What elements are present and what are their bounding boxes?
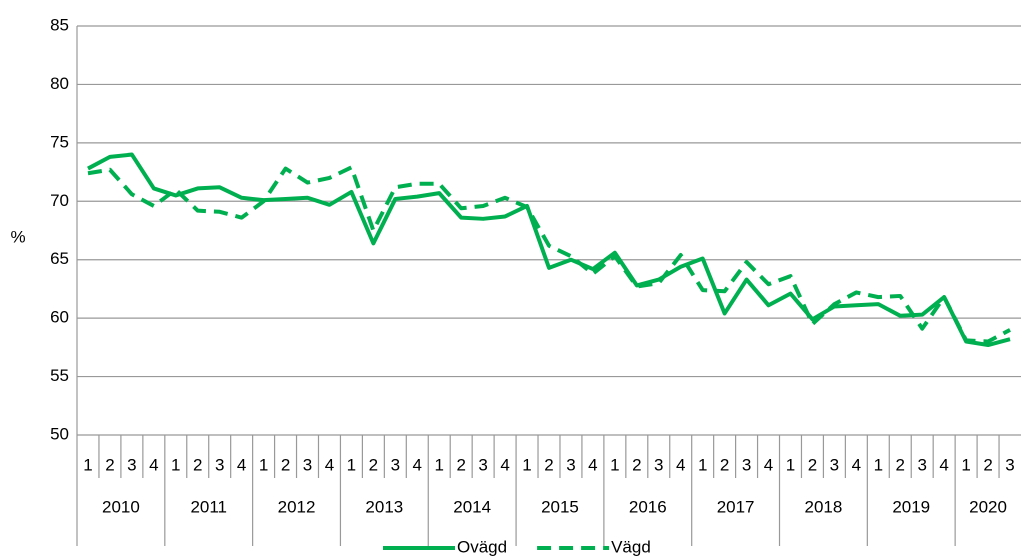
x-tick-label: 3 [303, 455, 312, 474]
series-line [87, 152, 1011, 348]
x-tick-label: 3 [566, 455, 575, 474]
x-tick-label: 2 [369, 455, 378, 474]
x-tick-label: 2 [896, 455, 905, 474]
x-tick-label: 4 [939, 455, 948, 474]
x-tick-label: 1 [83, 455, 92, 474]
x-tick-label: 4 [325, 455, 334, 474]
x-tick-label: 3 [742, 455, 751, 474]
y-tick-label: 70 [50, 191, 69, 210]
year-label: 2019 [892, 497, 930, 516]
legend-label: Ovägd [457, 537, 507, 556]
x-tick-label: 1 [610, 455, 619, 474]
year-label: 2016 [629, 497, 667, 516]
x-tick-label: 2 [632, 455, 641, 474]
x-tick-label: 2 [281, 455, 290, 474]
x-tick-label: 4 [413, 455, 422, 474]
y-tick-label: 75 [50, 132, 69, 151]
x-tick-label: 4 [237, 455, 246, 474]
y-tick-label: 50 [50, 424, 69, 443]
year-label: 2011 [190, 497, 227, 516]
x-tick-label: 1 [961, 455, 970, 474]
year-label: 2015 [541, 497, 579, 516]
year-label: 2010 [102, 497, 140, 516]
x-tick-label: 4 [764, 455, 773, 474]
year-label: 2018 [805, 497, 843, 516]
x-tick-label: 3 [1005, 455, 1014, 474]
y-tick-label: 60 [50, 308, 69, 327]
year-label: 2013 [365, 497, 403, 516]
x-tick-label: 4 [500, 455, 509, 474]
x-tick-label: 2 [983, 455, 992, 474]
y-tick-label: 80 [50, 74, 69, 93]
y-axis-label: % [10, 227, 25, 246]
year-label: 2014 [453, 497, 491, 516]
series-line [87, 165, 1011, 344]
x-tick-label: 3 [215, 455, 224, 474]
x-tick-label: 1 [434, 455, 443, 474]
x-tick-label: 1 [522, 455, 531, 474]
year-label: 2012 [278, 497, 316, 516]
x-tick-label: 1 [786, 455, 795, 474]
x-tick-label: 1 [698, 455, 707, 474]
x-tick-label: 3 [391, 455, 400, 474]
x-tick-label: 2 [544, 455, 553, 474]
x-tick-label: 4 [676, 455, 685, 474]
y-tick-label: 85 [50, 15, 69, 34]
x-tick-label: 4 [588, 455, 597, 474]
year-label: 2017 [717, 497, 755, 516]
x-tick-label: 3 [127, 455, 136, 474]
x-tick-label: 3 [917, 455, 926, 474]
x-tick-label: 1 [874, 455, 883, 474]
legend-label: Vägd [611, 537, 651, 556]
x-tick-label: 2 [456, 455, 465, 474]
x-tick-label: 2 [193, 455, 202, 474]
year-label: 2020 [969, 497, 1007, 516]
x-tick-label: 4 [852, 455, 861, 474]
x-tick-label: 2 [105, 455, 114, 474]
x-tick-label: 3 [478, 455, 487, 474]
y-tick-label: 65 [50, 249, 69, 268]
x-tick-label: 4 [149, 455, 158, 474]
y-tick-label: 55 [50, 366, 69, 385]
x-tick-label: 2 [808, 455, 817, 474]
x-tick-label: 1 [171, 455, 180, 474]
x-tick-label: 1 [347, 455, 356, 474]
x-tick-label: 3 [654, 455, 663, 474]
x-tick-label: 3 [830, 455, 839, 474]
x-tick-label: 2 [720, 455, 729, 474]
x-tick-label: 1 [259, 455, 268, 474]
